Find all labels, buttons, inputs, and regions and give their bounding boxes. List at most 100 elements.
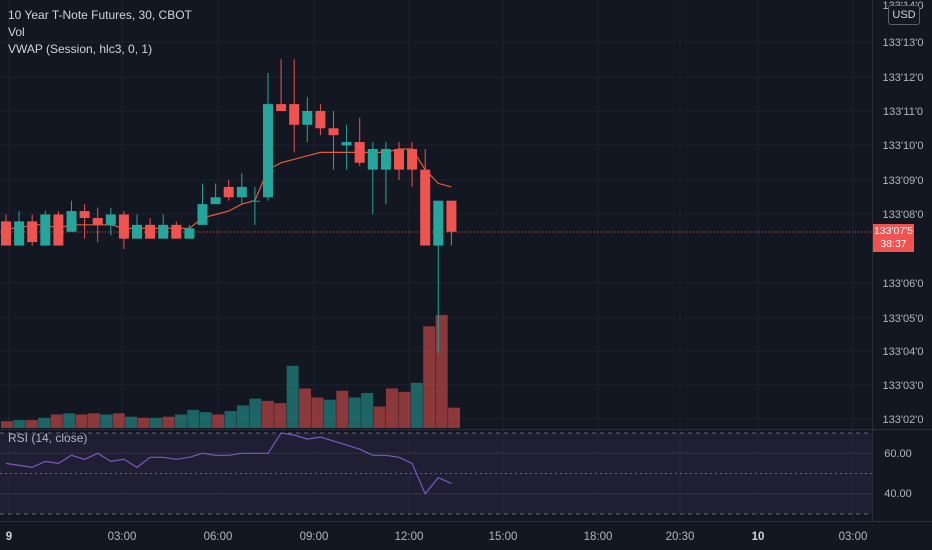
- candle-body: [433, 200, 444, 246]
- volume-bar: [174, 414, 187, 428]
- currency-badge[interactable]: USD: [888, 5, 920, 25]
- candle-body: [394, 148, 404, 170]
- volume-bar: [75, 414, 88, 428]
- price-axis-label: 133'09'0: [883, 175, 924, 187]
- price-axis-label: 133'06'0: [883, 278, 924, 290]
- candle-down: [407, 142, 418, 187]
- candle-down: [276, 59, 287, 111]
- time-axis-label: 03:00: [839, 531, 868, 543]
- volume-bar: [274, 403, 287, 428]
- price-axis-label: 133'04'0: [883, 346, 924, 358]
- volume-bar: [137, 417, 150, 428]
- candle-body: [14, 221, 25, 246]
- candle-up: [197, 183, 208, 225]
- candle-up: [184, 224, 195, 239]
- candle-down: [53, 211, 64, 246]
- price-axis-label: 133'03'0: [883, 380, 924, 392]
- rsi-legend: RSI (14, close): [8, 431, 88, 445]
- volume-bar: [373, 406, 386, 428]
- candle-down: [79, 204, 90, 239]
- candle-body: [66, 211, 77, 232]
- candle-body: [145, 224, 156, 239]
- candle-up: [380, 142, 391, 205]
- candle-down: [118, 211, 129, 249]
- volume-bar: [63, 413, 76, 428]
- bar-countdown: 38:37: [880, 238, 907, 250]
- candle-body: [40, 214, 51, 246]
- rsi-pane: 60.00 40.00: [0, 432, 912, 515]
- volume-bar: [299, 388, 312, 428]
- candle-body: [236, 186, 247, 198]
- candle-down: [328, 111, 339, 170]
- candle-down: [446, 200, 457, 246]
- candle-down: [145, 217, 156, 239]
- volume-bar: [261, 400, 274, 428]
- candle-down: [92, 207, 103, 243]
- volume-bar: [448, 407, 461, 428]
- volume-bar: [100, 414, 113, 428]
- candle-up: [236, 173, 247, 205]
- candle-up: [249, 186, 260, 225]
- candle-body: [171, 224, 182, 239]
- time-axis-label: 15:00: [489, 531, 518, 543]
- volume-bar: [435, 315, 448, 428]
- time-axis-label: 03:00: [108, 531, 137, 543]
- candle-body: [118, 214, 129, 239]
- candle-down: [1, 214, 11, 246]
- volume-bar: [199, 412, 212, 428]
- volume-bar: [398, 391, 411, 428]
- last-price-value: 133'07'5: [873, 225, 914, 237]
- candle-body: [315, 111, 326, 129]
- candle-body: [27, 221, 38, 243]
- candle-body: [289, 104, 300, 125]
- time-axis-label: 09:00: [300, 531, 329, 543]
- candle-body: [184, 228, 195, 239]
- price-axis-label: 133'12'0: [883, 72, 924, 84]
- candle-up: [66, 200, 77, 232]
- chart-title: 10 Year T-Note Futures, 30, CBOT: [8, 8, 192, 22]
- candle-down: [315, 104, 326, 136]
- volume-bar: [286, 365, 299, 428]
- candle-up: [341, 124, 352, 170]
- candle-body: [197, 204, 208, 225]
- candle-body: [341, 142, 352, 146]
- candle-body: [210, 197, 221, 205]
- volume-bar: [1, 421, 13, 428]
- price-axis-label: 133'10'0: [883, 140, 924, 152]
- volume-bar: [25, 420, 38, 428]
- candle-body: [105, 214, 116, 225]
- candle-down: [289, 59, 300, 153]
- candle-body: [158, 224, 169, 239]
- volume-bar: [13, 420, 26, 428]
- candle-up: [158, 214, 169, 239]
- candle-body: [407, 148, 418, 170]
- time-axis-label: 9: [6, 531, 12, 543]
- candle-down: [171, 221, 182, 239]
- time-axis-label: 06:00: [204, 531, 233, 543]
- candle-up: [132, 214, 142, 239]
- candle-down: [394, 142, 404, 180]
- rsi-line: [5, 432, 452, 495]
- candle-body: [249, 200, 260, 202]
- volume-bar: [361, 392, 374, 428]
- candle-up: [14, 211, 25, 246]
- candle-body: [79, 211, 90, 218]
- price-axis-label: 133'13'0: [883, 37, 924, 49]
- candle-body: [53, 214, 64, 246]
- volume-bar: [410, 382, 423, 428]
- candle-down: [354, 117, 365, 167]
- candle-body: [328, 128, 339, 136]
- candle-up: [263, 73, 273, 201]
- volume-bar: [150, 417, 163, 428]
- last-price-tag: 133'07'5 38:37: [873, 224, 914, 252]
- volume-bar: [385, 388, 398, 428]
- candle-body: [276, 104, 287, 111]
- volume-bar: [87, 413, 100, 428]
- volume-series: [1, 315, 461, 428]
- volume-bar: [50, 414, 63, 428]
- price-axis-label: 133'05'0: [883, 313, 924, 325]
- volume-bar: [336, 390, 349, 428]
- volume-bar: [38, 417, 51, 428]
- candle-body: [263, 104, 273, 198]
